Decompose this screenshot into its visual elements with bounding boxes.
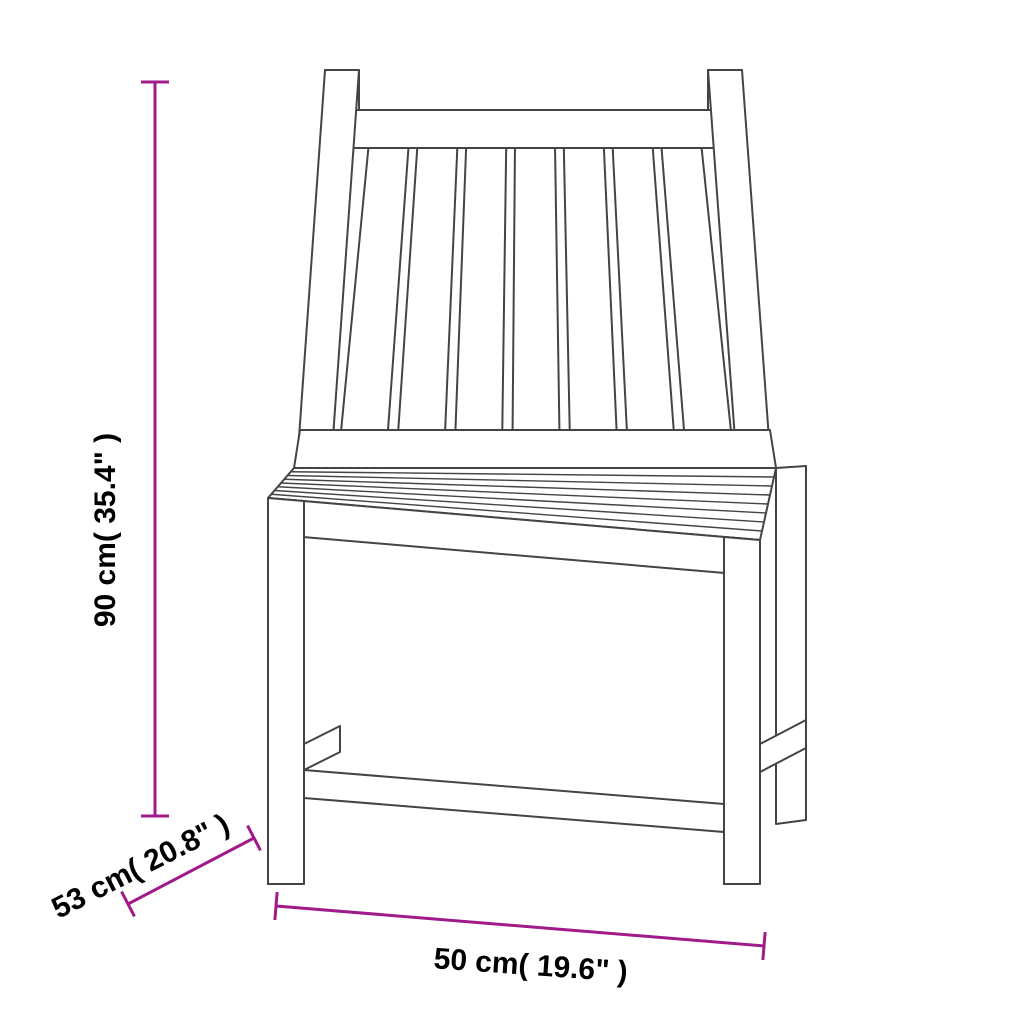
height-dimension-label: 90 cm( 35.4" )	[89, 433, 122, 627]
width-dimension-label: 50 cm( 19.6" )	[433, 942, 629, 988]
width-dimension-line	[276, 906, 764, 946]
depth-dimension-label: 53 cm( 20.8" )	[47, 808, 235, 926]
